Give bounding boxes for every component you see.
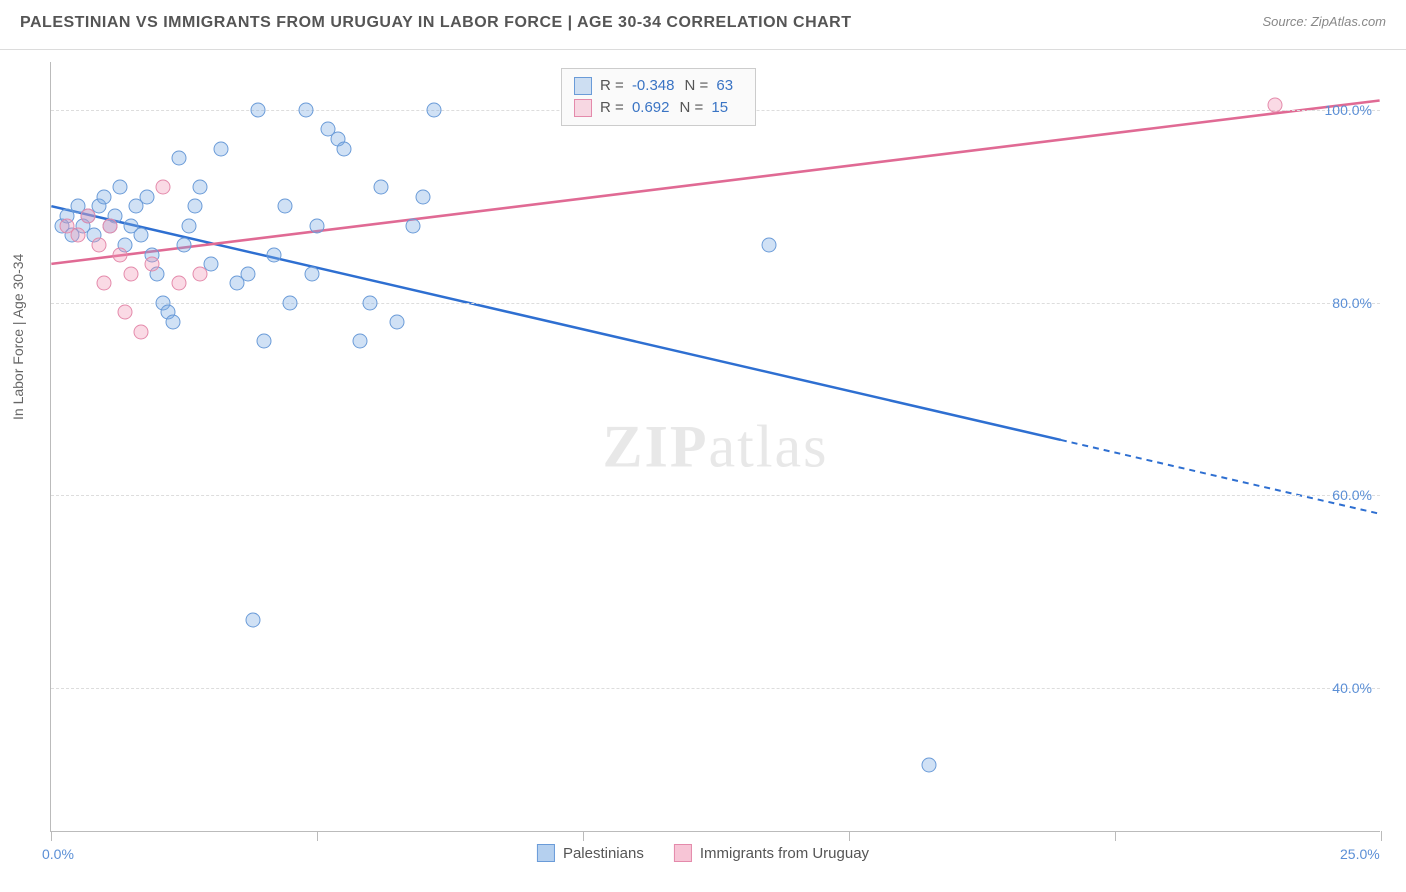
scatter-point <box>166 314 181 329</box>
gridline <box>51 688 1380 689</box>
y-tick-label: 100.0% <box>1325 102 1372 118</box>
plot-area: ZIPatlas 100.0% 80.0% 60.0% 40.0% R = -0.348… <box>50 62 1380 832</box>
legend-swatch <box>537 844 555 862</box>
scatter-point <box>310 218 325 233</box>
correlation-box: R = -0.348N = 63R = 0.692N = 15 <box>561 68 756 126</box>
legend-swatch <box>574 99 592 117</box>
chart-title: PALESTINIAN VS IMMIGRANTS FROM URUGUAY I… <box>20 14 852 31</box>
correlation-row: R = 0.692N = 15 <box>574 97 743 119</box>
legend-swatch <box>674 844 692 862</box>
scatter-point <box>145 257 160 272</box>
scatter-point <box>373 180 388 195</box>
scatter-point <box>416 189 431 204</box>
scatter-point <box>214 141 229 156</box>
scatter-point <box>921 757 936 772</box>
scatter-point <box>91 237 106 252</box>
scatter-point <box>177 237 192 252</box>
scatter-point <box>134 228 149 243</box>
scatter-point <box>171 151 186 166</box>
scatter-point <box>155 180 170 195</box>
watermark: ZIPatlas <box>603 412 829 481</box>
correlation-row: R = -0.348N = 63 <box>574 75 743 97</box>
scatter-point <box>192 180 207 195</box>
y-tick-label: 80.0% <box>1332 295 1372 311</box>
legend-item: Immigrants from Uruguay <box>674 844 869 862</box>
scatter-point <box>113 247 128 262</box>
scatter-point <box>123 266 138 281</box>
scatter-point <box>171 276 186 291</box>
scatter-point <box>246 613 261 628</box>
scatter-point <box>278 199 293 214</box>
chart-header: PALESTINIAN VS IMMIGRANTS FROM URUGUAY I… <box>0 0 1406 50</box>
scatter-point <box>427 103 442 118</box>
scatter-point <box>97 276 112 291</box>
y-tick-label: 40.0% <box>1332 680 1372 696</box>
x-tick <box>583 831 584 841</box>
scatter-point <box>283 295 298 310</box>
scatter-point <box>118 305 133 320</box>
correlation-text: R = -0.348N = 63 <box>600 75 743 97</box>
scatter-point <box>182 218 197 233</box>
x-tick <box>1115 831 1116 841</box>
scatter-point <box>405 218 420 233</box>
x-tick <box>849 831 850 841</box>
y-tick-label: 60.0% <box>1332 487 1372 503</box>
scatter-point <box>762 237 777 252</box>
scatter-point <box>363 295 378 310</box>
scatter-point <box>256 334 271 349</box>
scatter-point <box>97 189 112 204</box>
legend-label: Palestinians <box>563 845 644 862</box>
scatter-point <box>70 228 85 243</box>
scatter-point <box>240 266 255 281</box>
scatter-point <box>352 334 367 349</box>
scatter-point <box>251 103 266 118</box>
x-tick <box>1381 831 1382 841</box>
gridline <box>51 303 1380 304</box>
scatter-point <box>304 266 319 281</box>
x-tick <box>317 831 318 841</box>
scatter-point <box>192 266 207 281</box>
scatter-point <box>1267 98 1282 113</box>
scatter-point <box>389 314 404 329</box>
correlation-text: R = 0.692N = 15 <box>600 97 738 119</box>
scatter-point <box>81 209 96 224</box>
legend-item: Palestinians <box>537 844 644 862</box>
scatter-point <box>187 199 202 214</box>
x-tick-label: 0.0% <box>42 846 74 862</box>
legend-label: Immigrants from Uruguay <box>700 845 869 862</box>
scatter-point <box>299 103 314 118</box>
trend-line <box>51 206 1060 440</box>
scatter-point <box>102 218 117 233</box>
y-axis-label: In Labor Force | Age 30-34 <box>10 254 26 420</box>
trend-lines-layer <box>51 62 1380 831</box>
legend-swatch <box>574 77 592 95</box>
x-tick-label: 25.0% <box>1340 846 1380 862</box>
scatter-point <box>139 189 154 204</box>
scatter-point <box>336 141 351 156</box>
gridline <box>51 495 1380 496</box>
chart-source: Source: ZipAtlas.com <box>1262 14 1386 29</box>
scatter-point <box>113 180 128 195</box>
scatter-point <box>134 324 149 339</box>
x-tick <box>51 831 52 841</box>
scatter-point <box>267 247 282 262</box>
bottom-legend: Palestinians Immigrants from Uruguay <box>537 844 869 862</box>
